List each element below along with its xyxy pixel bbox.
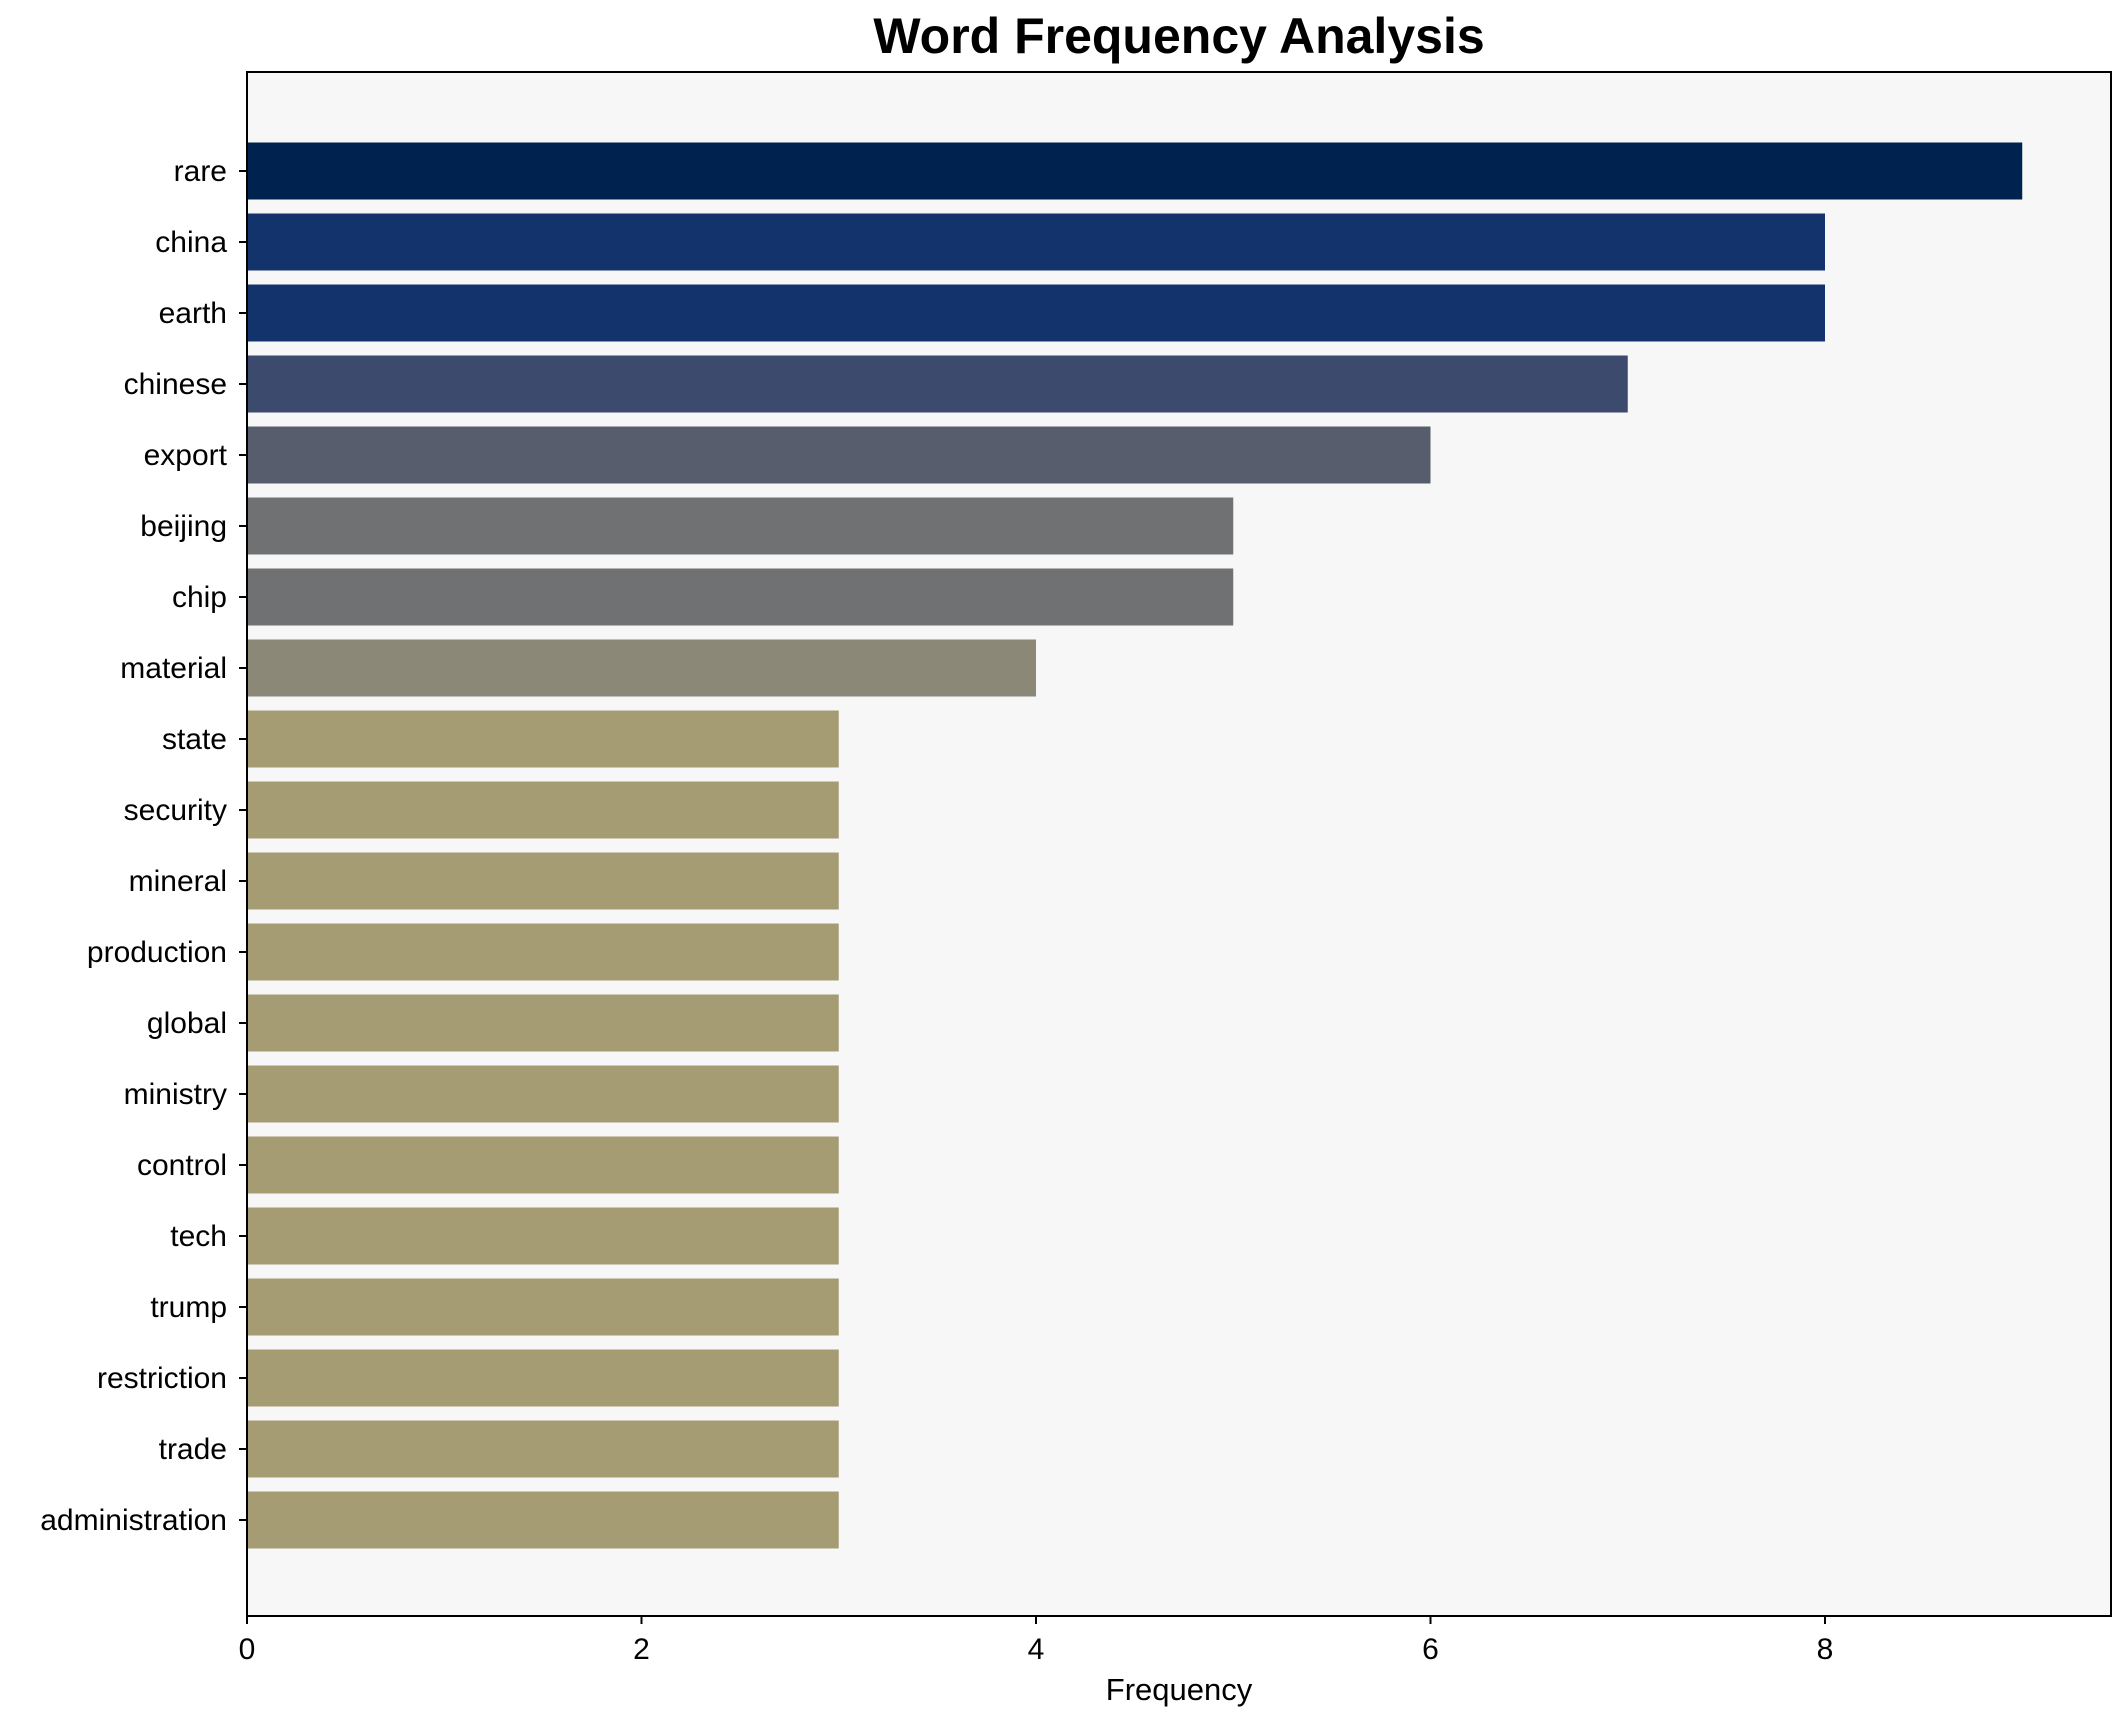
bar-production [247, 923, 839, 981]
y-tick-label: beijing [140, 510, 227, 543]
y-tick-label: china [155, 226, 227, 259]
x-axis: 0 2 4 6 8 [239, 1616, 1834, 1666]
y-tick-label: state [162, 723, 227, 756]
bar-export [247, 426, 1431, 484]
chart-title: Word Frequency Analysis [873, 8, 1484, 64]
y-tick-label: security [124, 794, 227, 827]
bar-administration [247, 1491, 839, 1549]
y-tick-label: chinese [124, 368, 227, 401]
bar-global [247, 994, 839, 1052]
x-tick-label: 2 [633, 1633, 650, 1666]
x-tick-label: 6 [1422, 1633, 1439, 1666]
bar-tech [247, 1207, 839, 1265]
bar-material [247, 639, 1036, 697]
y-tick-label: restriction [97, 1362, 227, 1395]
x-tick-label: 4 [1028, 1633, 1045, 1666]
bar-beijing [247, 497, 1234, 555]
bar-earth [247, 284, 1825, 342]
plot-frame [246, 71, 2112, 1617]
y-tick-label: trade [159, 1433, 227, 1466]
bar-security [247, 781, 839, 839]
x-tick-label: 0 [239, 1633, 256, 1666]
bar-control [247, 1136, 839, 1194]
y-tick-label: chip [172, 581, 227, 614]
y-tick-label: trump [150, 1291, 227, 1324]
x-axis-label: Frequency [1106, 1672, 1253, 1707]
bar-chinese [247, 355, 1628, 413]
bar-mineral [247, 852, 839, 910]
bar-trump [247, 1278, 839, 1336]
y-tick-label: earth [159, 297, 227, 330]
y-tick-label: production [87, 936, 227, 969]
bar-chip [247, 568, 1234, 626]
y-tick-label: mineral [129, 865, 227, 898]
y-axis: rare china earth chinese export beijing chip ma… [40, 155, 247, 1537]
bar-rare [247, 142, 2023, 200]
y-tick-label: administration [40, 1504, 227, 1537]
bar-restriction [247, 1349, 839, 1407]
bars-group [247, 142, 2023, 1549]
y-tick-label: material [120, 652, 227, 685]
bar-ministry [247, 1065, 839, 1123]
y-tick-label: tech [170, 1220, 227, 1253]
x-tick-label: 8 [1817, 1633, 1834, 1666]
y-tick-label: ministry [124, 1078, 227, 1111]
bar-china [247, 213, 1825, 271]
y-tick-label: export [144, 439, 228, 472]
y-tick-label: control [137, 1149, 227, 1182]
bar-state [247, 710, 839, 768]
y-tick-label: global [147, 1007, 227, 1040]
bar-trade [247, 1420, 839, 1478]
y-tick-label: rare [174, 155, 227, 188]
